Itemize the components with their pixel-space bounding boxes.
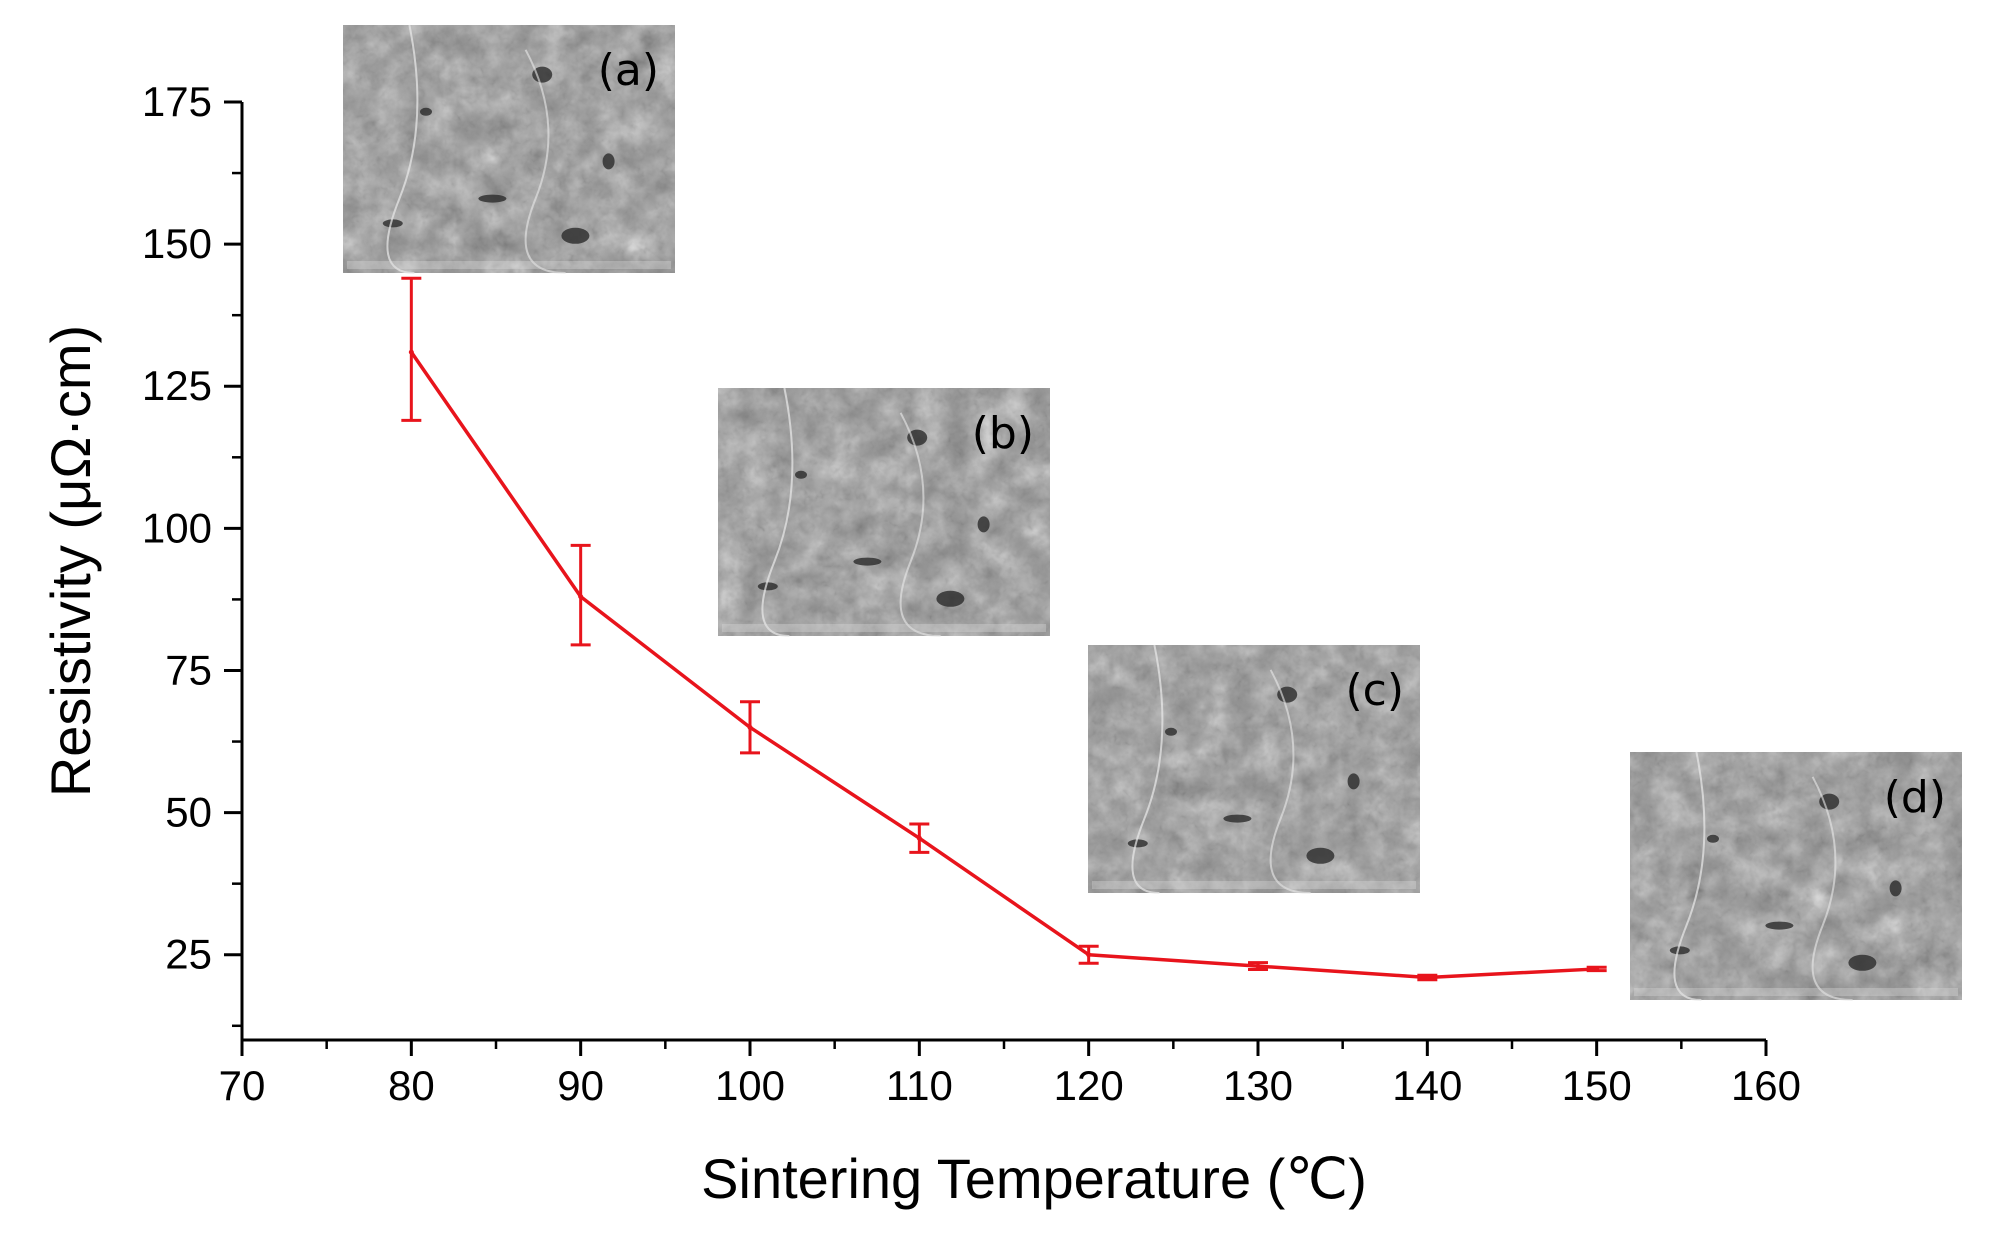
y-tick-label: 150: [142, 220, 212, 267]
sem-pore: [602, 153, 615, 170]
sem-inset-label: (a): [598, 45, 659, 96]
sem-pore: [936, 590, 965, 607]
error-bar: [570, 543, 591, 647]
sem-pore: [1765, 921, 1794, 930]
sem-pore: [1819, 793, 1840, 810]
sem-pore: [1848, 954, 1877, 971]
x-axis-ticks: 70 80 90 100 110 120 130 140 150 160: [219, 1040, 1801, 1109]
error-bar: [740, 700, 760, 755]
sem-inset-c: (c): [1088, 644, 1420, 894]
data-point: [747, 724, 753, 730]
x-tick-label: 140: [1392, 1062, 1462, 1109]
data-point: [1255, 963, 1261, 969]
x-tick-label: 100: [715, 1062, 785, 1109]
sem-pore: [382, 219, 403, 228]
sem-fine-texture: [343, 25, 675, 273]
error-bar: [909, 822, 930, 854]
data-point: [1086, 952, 1092, 958]
sem-pore: [420, 107, 432, 116]
sem-inset-label: (c): [1345, 665, 1404, 716]
sem-inset-d: (d): [1630, 751, 1962, 1001]
sem-grain-boundary: [1131, 644, 1164, 894]
error-bar: [1078, 944, 1099, 965]
sem-pore: [1306, 847, 1335, 864]
sem-inset-label: (d): [1884, 772, 1946, 823]
y-axis-ticks: 25 50 75 100 125 150 175: [142, 78, 242, 1028]
sem-pore: [532, 66, 553, 83]
sem-grain-boundary: [1673, 751, 1706, 1001]
sem-pore: [1223, 814, 1252, 823]
sem-fine-texture: [718, 388, 1050, 636]
sem-grain-boundary: [1269, 669, 1311, 894]
sem-pore: [1707, 834, 1719, 843]
sem-pore: [478, 194, 507, 203]
sem-pore: [795, 470, 807, 479]
sem-info-bar: [347, 261, 671, 269]
x-tick-label: 150: [1562, 1062, 1632, 1109]
series-line: [409, 351, 1597, 980]
sem-grain-boundary: [761, 387, 794, 637]
x-tick-label: 80: [388, 1062, 435, 1109]
y-tick-label: 25: [165, 931, 212, 978]
sem-inset-label: (b): [972, 408, 1034, 459]
y-tick-label: 50: [165, 789, 212, 836]
data-point: [408, 349, 414, 355]
sem-fine-texture: [1088, 645, 1420, 893]
error-bar: [401, 276, 422, 422]
x-tick-label: 70: [219, 1062, 266, 1109]
sem-pore: [1277, 686, 1298, 703]
data-point: [578, 594, 584, 600]
sem-grain-boundary: [1811, 776, 1853, 1001]
error-bar: [1586, 965, 1607, 973]
sem-fine-texture: [1630, 752, 1962, 1000]
x-tick-label: 160: [1731, 1062, 1801, 1109]
sem-pore: [1127, 839, 1148, 848]
data-point: [916, 835, 922, 841]
y-axis-title: Resistivity (μΩ·cm): [39, 325, 102, 797]
sem-inset-a: (a): [343, 24, 675, 274]
error-bar: [1417, 973, 1438, 982]
error-bar: [1248, 961, 1268, 972]
y-tick-label: 175: [142, 78, 212, 125]
sem-info-bar: [1092, 881, 1416, 889]
sem-pore: [1165, 727, 1177, 736]
sem-pore: [977, 516, 990, 533]
sem-pore: [1669, 946, 1690, 955]
x-tick-label: 110: [886, 1062, 953, 1109]
sem-pore: [853, 557, 882, 566]
sem-grain-boundary: [899, 412, 941, 637]
sem-pore: [907, 429, 928, 446]
sem-grain-boundary: [386, 24, 419, 274]
data-point: [1594, 966, 1600, 972]
sem-pore: [1347, 773, 1360, 790]
sem-grain-boundary: [524, 49, 566, 274]
x-tick-label: 90: [557, 1062, 604, 1109]
sem-inset-b: (b): [718, 387, 1050, 637]
y-tick-label: 75: [165, 646, 212, 693]
sem-pore: [561, 227, 590, 244]
sem-pore: [757, 582, 778, 591]
x-tick-label: 120: [1054, 1062, 1124, 1109]
y-tick-label: 100: [142, 504, 212, 551]
y-tick-label: 125: [142, 362, 212, 409]
sem-info-bar: [1634, 988, 1958, 996]
x-axis-title: Sintering Temperature (℃): [701, 1147, 1367, 1210]
sem-pore: [1889, 880, 1902, 897]
sem-info-bar: [722, 624, 1046, 632]
data-series: [401, 276, 1607, 982]
data-point: [1424, 974, 1430, 980]
x-tick-label: 130: [1223, 1062, 1293, 1109]
